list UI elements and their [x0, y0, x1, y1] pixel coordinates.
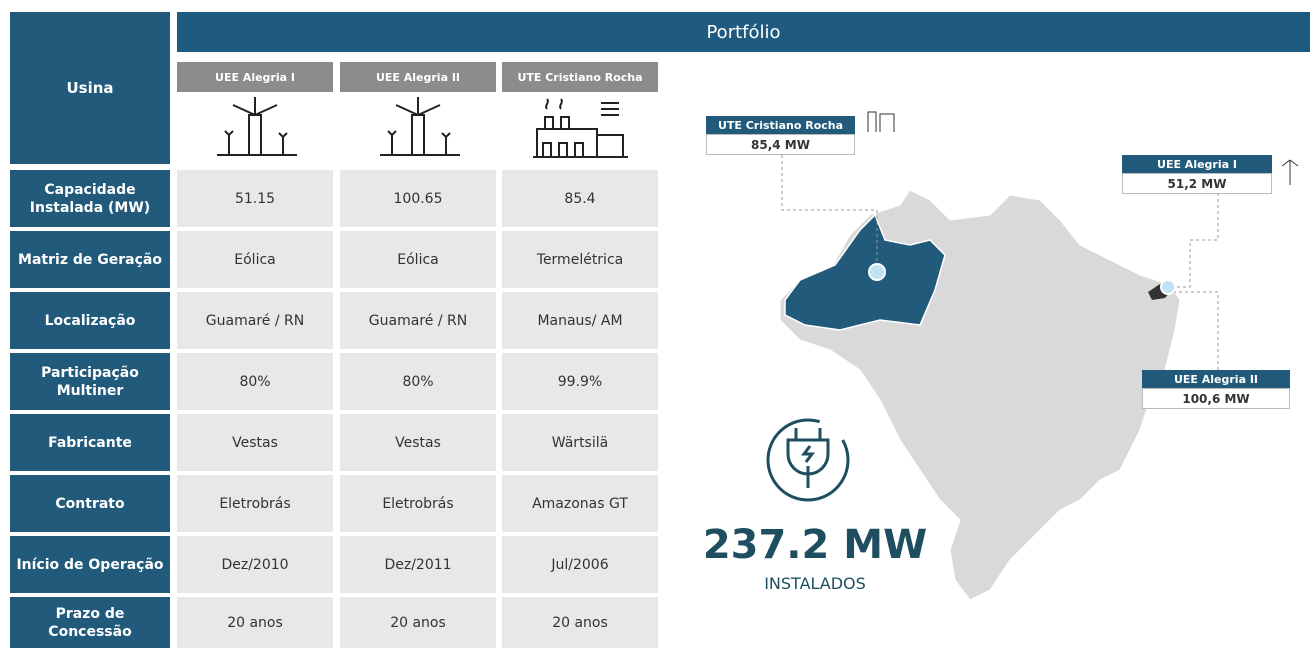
- callout-value: 85,4 MW: [706, 134, 855, 155]
- callout-value: 51,2 MW: [1122, 173, 1272, 194]
- callout-name: UEE Alegria I: [1122, 155, 1272, 173]
- plug-icon: [766, 418, 850, 502]
- location-dot: [868, 263, 886, 281]
- row-label: Contrato: [10, 475, 170, 532]
- cell: Manaus/ AM: [502, 292, 658, 349]
- cell: 100.65: [340, 170, 496, 227]
- row-label: Capacidade Instalada (MW): [10, 170, 170, 227]
- row-label: Participação Multiner: [10, 353, 170, 410]
- cell: 51.15: [177, 170, 333, 227]
- connector: [781, 155, 1219, 370]
- amazonas-state: [784, 213, 946, 331]
- row-label: Matriz de Geração: [10, 231, 170, 288]
- cell: Guamaré / RN: [340, 292, 496, 349]
- row-label: Prazo de Concessão: [10, 597, 170, 648]
- cell: Amazonas GT: [502, 475, 658, 532]
- wind-icon: [1281, 159, 1299, 185]
- location-dot: [1160, 279, 1176, 295]
- wind-icon: [217, 97, 297, 156]
- cell: Eólica: [340, 231, 496, 288]
- corner-label: Usina: [10, 12, 170, 164]
- cell: 80%: [177, 353, 333, 410]
- cell: 20 anos: [502, 597, 658, 648]
- thermal-icon: [867, 111, 895, 132]
- cell: Vestas: [340, 414, 496, 471]
- cell: 20 anos: [177, 597, 333, 648]
- cell: Dez/2010: [177, 536, 333, 593]
- icons: [217, 97, 628, 158]
- callout-name: UTE Cristiano Rocha: [706, 116, 855, 134]
- row-label: Localização: [10, 292, 170, 349]
- cell: Guamaré / RN: [177, 292, 333, 349]
- cell: 20 anos: [340, 597, 496, 648]
- cell: Dez/2011: [340, 536, 496, 593]
- callout-name: UEE Alegria II: [1142, 370, 1290, 388]
- row-label: Início de Operação: [10, 536, 170, 593]
- column-header: UEE Alegria I: [177, 62, 333, 92]
- cell: Termelétrica: [502, 231, 658, 288]
- cell: Eletrobrás: [340, 475, 496, 532]
- wind-icon: [380, 97, 460, 156]
- cell: Vestas: [177, 414, 333, 471]
- cell: Jul/2006: [502, 536, 658, 593]
- plug-icon: [786, 428, 830, 488]
- cell: Eletrobrás: [177, 475, 333, 532]
- cell: 85.4: [502, 170, 658, 227]
- callout-value: 100,6 MW: [1142, 388, 1290, 409]
- total: 237.2 MW: [702, 522, 928, 568]
- header-title: Portfólio: [177, 12, 1310, 52]
- cell: 99.9%: [502, 353, 658, 410]
- thermal-icon: [533, 98, 628, 158]
- cell: Wärtsilä: [502, 414, 658, 471]
- column-header: UEE Alegria II: [340, 62, 496, 92]
- column-header: UTE Cristiano Rocha: [502, 62, 658, 92]
- map: [766, 111, 1299, 601]
- cell: 80%: [340, 353, 496, 410]
- total-caption: INSTALADOS: [764, 573, 866, 593]
- row-label: Fabricante: [10, 414, 170, 471]
- cell: Eólica: [177, 231, 333, 288]
